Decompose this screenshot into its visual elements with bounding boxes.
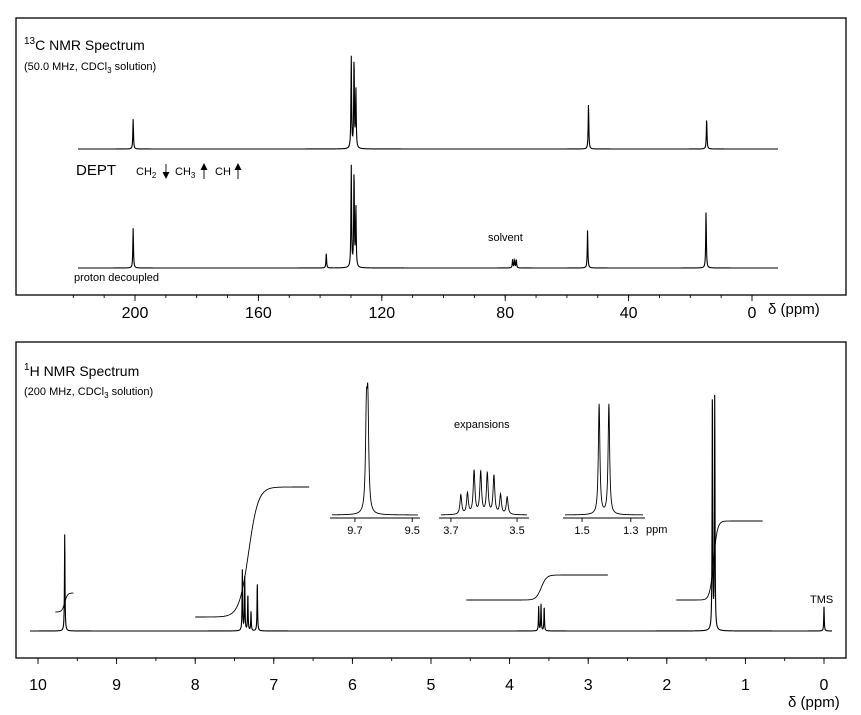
dept-label: DEPT: [76, 162, 116, 179]
x-tick-label: 5: [427, 677, 436, 694]
x-tick-label: 160: [245, 305, 272, 322]
proton-spectrum-trace: [30, 394, 832, 632]
expansion-tick-label: 3.7: [443, 525, 458, 537]
x-tick-label: 6: [348, 677, 357, 694]
expansion-tick-label: 1.3: [623, 525, 638, 537]
integral-curve: [55, 592, 74, 613]
expansion-tick-label: 9.7: [347, 525, 362, 537]
x-tick-label: 1: [741, 677, 750, 694]
integral-curve: [676, 520, 763, 601]
dept-ch2-label: CH2: [136, 166, 157, 180]
expansion-insets: 9.7 9.5 3.7 3.5 1.5 1.3: [330, 382, 645, 537]
integral-curve: [466, 574, 608, 601]
dept-ch-label: CH: [215, 166, 231, 178]
expansion-tick-label: 3.5: [509, 525, 524, 537]
solvent-label: solvent: [488, 232, 523, 244]
carbon-x-axis-label: δ (ppm): [768, 301, 820, 318]
expansion-inset: 1.5 1.3: [563, 403, 645, 537]
arrow-up-icon: [234, 163, 242, 179]
dept-legend: DEPT CH2 CH3 CH: [76, 162, 242, 180]
dept-spectrum-trace: [78, 55, 778, 150]
proton-decoupled-label: proton decoupled: [74, 272, 159, 284]
x-tick-label: 10: [29, 677, 47, 694]
x-tick-label: 8: [191, 677, 200, 694]
carbon-title: 13C NMR Spectrum: [24, 36, 145, 53]
x-tick-label: 200: [122, 305, 149, 322]
proton-x-axis: 10 9 8 7 6 5 4 3 2 1 0: [29, 658, 829, 694]
x-tick-label: 9: [112, 677, 121, 694]
expansion-ppm-label: ppm: [646, 524, 667, 536]
proton-title: 1H NMR Spectrum: [24, 362, 139, 379]
expansion-inset: 9.7 9.5: [330, 382, 420, 537]
carbon-conditions: (50.0 MHz, CDCl3 solution): [24, 61, 156, 75]
x-tick-label: 120: [368, 305, 395, 322]
x-tick-label: 40: [620, 305, 638, 322]
x-tick-label: 0: [748, 305, 757, 322]
proton-x-axis-label: δ (ppm): [788, 694, 840, 711]
arrow-up-icon: [200, 163, 208, 179]
expansion-inset: 3.7 3.5: [439, 469, 529, 537]
integral-curve: [195, 486, 310, 618]
expansion-trace: [331, 382, 418, 516]
arrow-down-icon: [162, 164, 170, 179]
expansion-trace: [565, 403, 643, 516]
x-tick-label: 0: [820, 677, 829, 694]
proton-conditions: (200 MHz, CDCl3 solution): [24, 386, 153, 400]
carbon-panel: 13C NMR Spectrum (50.0 MHz, CDCl3 soluti…: [15, 17, 847, 322]
x-tick-label: 7: [269, 677, 278, 694]
expansions-label: expansions: [454, 419, 510, 431]
x-tick-label: 2: [662, 677, 671, 694]
dept-ch3-label: CH3: [175, 166, 196, 180]
tms-label: TMS: [810, 594, 833, 606]
integral-curves: [55, 486, 763, 618]
x-tick-label: 80: [496, 305, 514, 322]
expansion-trace: [441, 469, 527, 516]
proton-panel: 1H NMR Spectrum (200 MHz, CDCl3 solution…: [15, 341, 847, 711]
carbon-frame: [15, 17, 847, 296]
proton-decoupled-spectrum-trace: [78, 164, 778, 269]
expansion-tick-label: 1.5: [574, 525, 589, 537]
carbon-x-axis: 200 160 120 80 40 0: [72, 295, 757, 322]
x-tick-label: 3: [584, 677, 593, 694]
expansion-tick-label: 9.5: [405, 525, 420, 537]
x-tick-label: 4: [505, 677, 514, 694]
